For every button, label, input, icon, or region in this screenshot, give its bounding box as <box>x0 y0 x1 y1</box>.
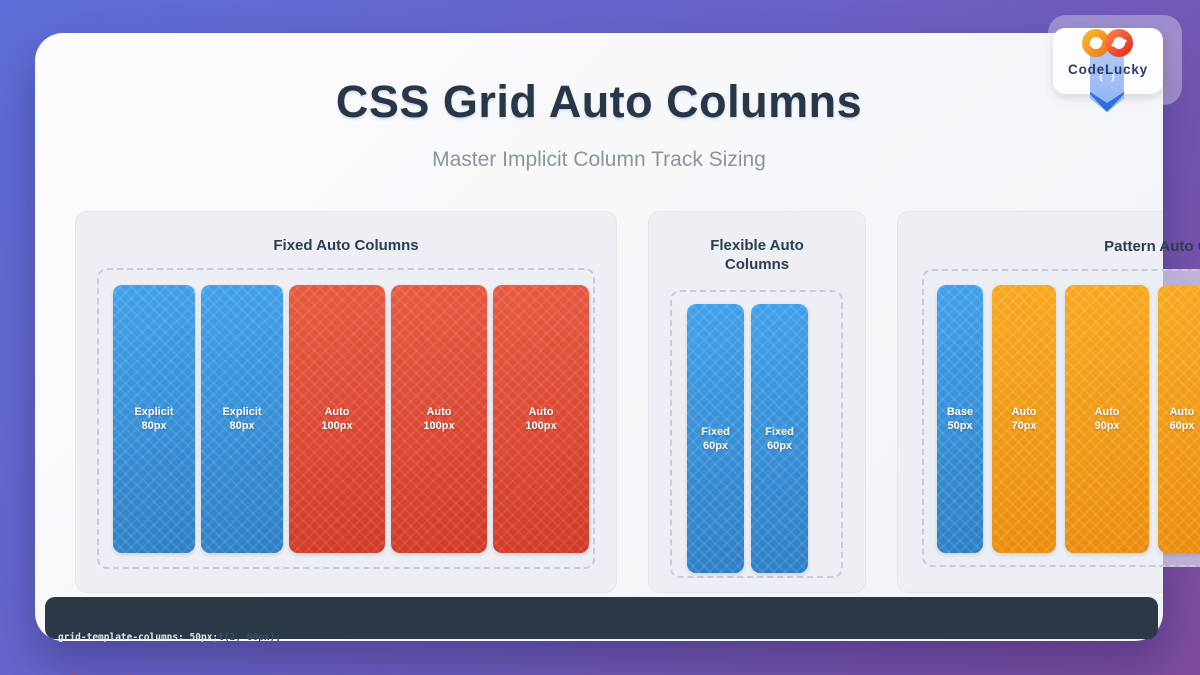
grid-column-fixed-60px: Fixed 60px <box>751 304 808 573</box>
column-size: 60px <box>766 439 793 452</box>
column-size: 60px <box>1169 420 1195 432</box>
grid-column-auto-100px: Auto 100px <box>391 285 487 553</box>
column-label: Auto <box>324 406 350 418</box>
column-size: 60px <box>702 439 729 452</box>
grid-column-auto-100px: Auto 100px <box>289 285 385 553</box>
column-label: Explicit <box>222 406 262 418</box>
column-size: 100px <box>525 420 557 432</box>
grid-column-explicit-80px: Explicit 80px <box>201 285 283 553</box>
code-template-columns: grid-template-columns: 50px; <box>58 632 219 643</box>
code-shield-icon <box>1090 50 1124 112</box>
code-braces-icon: { } <box>1097 72 1117 83</box>
column-label: Auto <box>1094 406 1120 418</box>
brand-name: CodeLucky <box>1068 62 1148 77</box>
column-label: Auto <box>1169 406 1195 418</box>
grid-track-container <box>670 290 843 578</box>
column-size: 50px <box>947 420 973 432</box>
column-size: 70px <box>1011 420 1037 432</box>
grid-column-auto-100px: Auto 100px <box>493 285 589 553</box>
panel-title: Pattern Auto Columns <box>1104 238 1200 255</box>
grid-track-container <box>97 268 595 569</box>
panel-title: Fixed Auto Columns <box>273 237 419 254</box>
grid-column-auto-90px: Auto 90px <box>1065 285 1149 553</box>
grid-column-base-50px: Base 50px <box>937 285 983 553</box>
panel-title: Flexible Auto Columns <box>710 237 804 273</box>
grid-column-auto-70px: Auto 70px <box>992 285 1056 553</box>
infinity-leaf-logo-icon <box>1082 29 1133 57</box>
page-title: CSS Grid Auto Columns <box>335 76 863 127</box>
column-label: Base <box>946 406 974 418</box>
column-label: Explicit <box>134 406 174 418</box>
column-label: Auto <box>1011 406 1037 418</box>
column-size: 100px <box>321 420 353 432</box>
code-faint-text: t(2, 60px); <box>218 632 282 643</box>
column-size: 90px <box>1094 420 1120 432</box>
grid-column-fixed-60px: Fixed 60px <box>687 304 744 573</box>
code-snippet-bar: grid-template-columns: 50px;t(2, 60px); … <box>45 597 1158 675</box>
column-size: 100px <box>423 420 455 432</box>
code-line-1: grid-template-columns: 50px;t(2, 60px); <box>58 631 1158 645</box>
page-subtitle: Master Implicit Column Track Sizing <box>432 148 766 171</box>
grid-column-auto-60px: Auto 60px <box>1158 285 1200 553</box>
grid-column-explicit-80px: Explicit 80px <box>113 285 195 553</box>
column-label: Auto <box>426 406 452 418</box>
column-label: Fixed <box>701 425 730 438</box>
column-size: 80px <box>141 420 167 432</box>
column-label: Fixed <box>765 425 794 438</box>
column-label: Auto <box>528 406 554 418</box>
column-size: 80px <box>229 420 255 432</box>
